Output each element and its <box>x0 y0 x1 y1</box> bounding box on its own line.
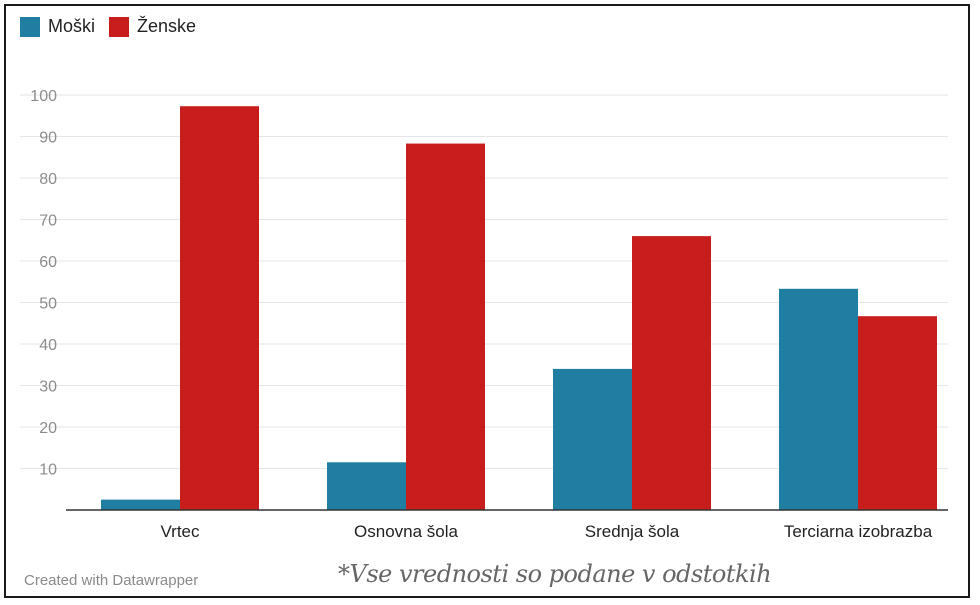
x-category-label-1: Osnovna šola <box>354 522 458 541</box>
y-tick-labels: 10 20 30 40 50 60 70 80 90 100 <box>30 88 57 479</box>
x-category-label-3: Terciarna izobrazba <box>784 522 933 541</box>
bar-zenske-1 <box>406 143 485 510</box>
x-category-label-2: Srednja šola <box>585 522 680 541</box>
bar-moski-3 <box>779 288 858 510</box>
legend-item-zenske: Ženske <box>109 16 196 37</box>
y-tick-label-100: 100 <box>30 88 57 105</box>
legend: Moški Ženske <box>20 16 196 37</box>
credit-text: Created with Datawrapper <box>24 572 199 589</box>
bar-zenske-0 <box>180 106 259 510</box>
y-tick-label-20: 20 <box>39 420 57 437</box>
x-category-labels: Vrtec Osnovna šola Srednja šola Terciarna i… <box>160 522 932 541</box>
y-tick-label-10: 10 <box>39 462 57 479</box>
bar-zenske-2 <box>632 236 711 510</box>
y-tick-label-50: 50 <box>39 296 57 313</box>
legend-swatch-moski <box>20 16 40 37</box>
y-tick-label-90: 90 <box>39 130 57 147</box>
y-tick-label-30: 30 <box>39 379 57 396</box>
y-tick-label-70: 70 <box>39 213 57 230</box>
bar-moski-2 <box>553 368 632 510</box>
bar-moski-1 <box>327 462 406 510</box>
legend-label-zenske: Ženske <box>137 16 197 36</box>
legend-item-moski: Moški <box>20 16 95 37</box>
footnote-text: *Vse vrednosti so podane v odstotkih <box>338 560 772 588</box>
y-tick-label-60: 60 <box>39 254 57 271</box>
legend-label-moski: Moški <box>48 16 96 36</box>
bar-zenske-3 <box>858 316 937 510</box>
bar-moski-0 <box>101 499 180 510</box>
y-tick-label-80: 80 <box>39 171 57 188</box>
bars <box>101 106 937 510</box>
legend-swatch-zenske <box>109 16 130 37</box>
y-tick-label-40: 40 <box>39 337 57 354</box>
x-category-label-0: Vrtec <box>160 522 200 541</box>
